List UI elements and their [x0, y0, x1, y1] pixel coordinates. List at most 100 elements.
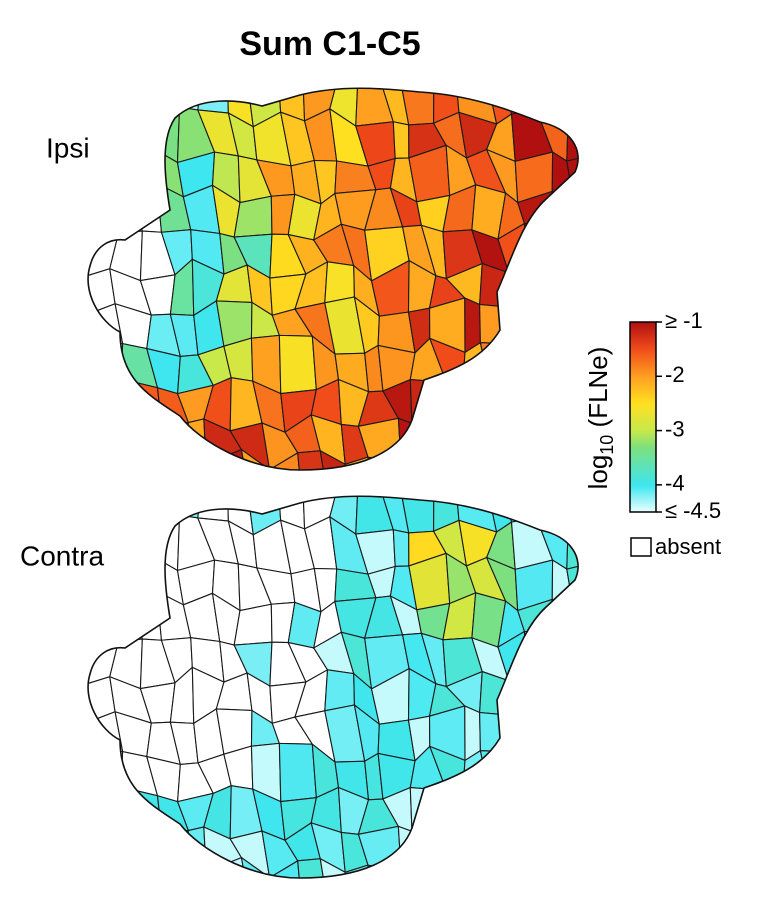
- area: [550, 466, 579, 470]
- colorbar-tick-label: -2: [665, 362, 685, 387]
- area: [626, 864, 667, 905]
- area: [510, 751, 545, 792]
- area: [550, 837, 579, 878]
- area: [592, 266, 621, 310]
- area: [593, 783, 625, 835]
- area: [572, 191, 579, 240]
- area: [119, 516, 161, 568]
- area: [319, 857, 346, 878]
- area: [593, 760, 625, 800]
- area: [606, 642, 636, 680]
- area: [297, 450, 329, 470]
- title: Sum C1-C5: [239, 25, 420, 63]
- area: [278, 742, 317, 803]
- area: [105, 377, 130, 434]
- flatmap-ipsi: [88, 76, 648, 470]
- area: [602, 556, 623, 600]
- area: [119, 88, 161, 127]
- area: [561, 672, 579, 718]
- area: [197, 496, 229, 522]
- area: [417, 453, 456, 470]
- area: [537, 709, 563, 765]
- area: [367, 864, 406, 878]
- colorbar-tick-label: -3: [665, 416, 685, 441]
- area: [572, 599, 579, 648]
- area: [278, 334, 317, 395]
- area: [506, 496, 537, 523]
- area: [472, 821, 506, 872]
- area: [392, 121, 410, 160]
- area: [571, 219, 579, 273]
- area: [620, 835, 663, 872]
- area: [153, 513, 181, 572]
- area: [571, 832, 579, 876]
- area: [560, 305, 579, 353]
- area: [367, 456, 406, 470]
- area: [487, 380, 522, 424]
- area: [409, 786, 448, 836]
- absent-swatch: [630, 537, 652, 557]
- colorbar-tick-label: ≥ -1: [665, 308, 703, 333]
- area: [550, 429, 579, 470]
- area: [411, 422, 456, 466]
- area: [520, 422, 556, 470]
- area: [324, 261, 356, 304]
- area: [400, 463, 431, 470]
- absent-label: absent: [655, 534, 721, 559]
- area: [591, 76, 625, 119]
- area: [127, 833, 168, 878]
- area: [127, 464, 170, 470]
- area: [519, 862, 559, 878]
- area: [523, 222, 564, 282]
- area: [559, 752, 579, 802]
- area: [127, 872, 170, 878]
- area: [563, 88, 579, 121]
- area: [132, 147, 158, 191]
- area: [533, 88, 569, 116]
- area: [88, 591, 120, 645]
- area: [161, 829, 190, 878]
- area: [622, 760, 652, 784]
- area: [103, 462, 146, 470]
- colorbar-tick-label: -4: [665, 471, 685, 496]
- area: [561, 264, 579, 310]
- area: [417, 861, 456, 878]
- area: [571, 627, 579, 681]
- area: [537, 301, 563, 357]
- area: [185, 461, 227, 470]
- area: [110, 183, 144, 234]
- area: [127, 425, 168, 470]
- area: [462, 375, 501, 424]
- area: [560, 713, 579, 761]
- area: [448, 453, 479, 470]
- area: [93, 748, 124, 788]
- area: [397, 825, 431, 874]
- flatmap-outline: [87, 495, 579, 879]
- colorbar-label: log10 (FLNe): [583, 347, 617, 490]
- area: [119, 496, 161, 535]
- area: [520, 830, 556, 878]
- area: [479, 262, 513, 309]
- area: [606, 264, 648, 317]
- area: [102, 108, 138, 162]
- area: [606, 672, 648, 725]
- area: [591, 484, 625, 527]
- area: [536, 344, 578, 383]
- area: [602, 834, 630, 864]
- area: [511, 710, 545, 765]
- area: [606, 234, 636, 272]
- area: [132, 555, 158, 599]
- area: [185, 869, 227, 878]
- area: [571, 863, 579, 878]
- area: [508, 271, 539, 309]
- area: [233, 603, 273, 646]
- area: [524, 680, 564, 718]
- area: [620, 783, 657, 836]
- area: [550, 598, 574, 635]
- area: [487, 788, 522, 832]
- area: [103, 430, 130, 466]
- area: [566, 522, 579, 570]
- area: [119, 108, 161, 160]
- area: [498, 821, 522, 872]
- area: [592, 674, 621, 718]
